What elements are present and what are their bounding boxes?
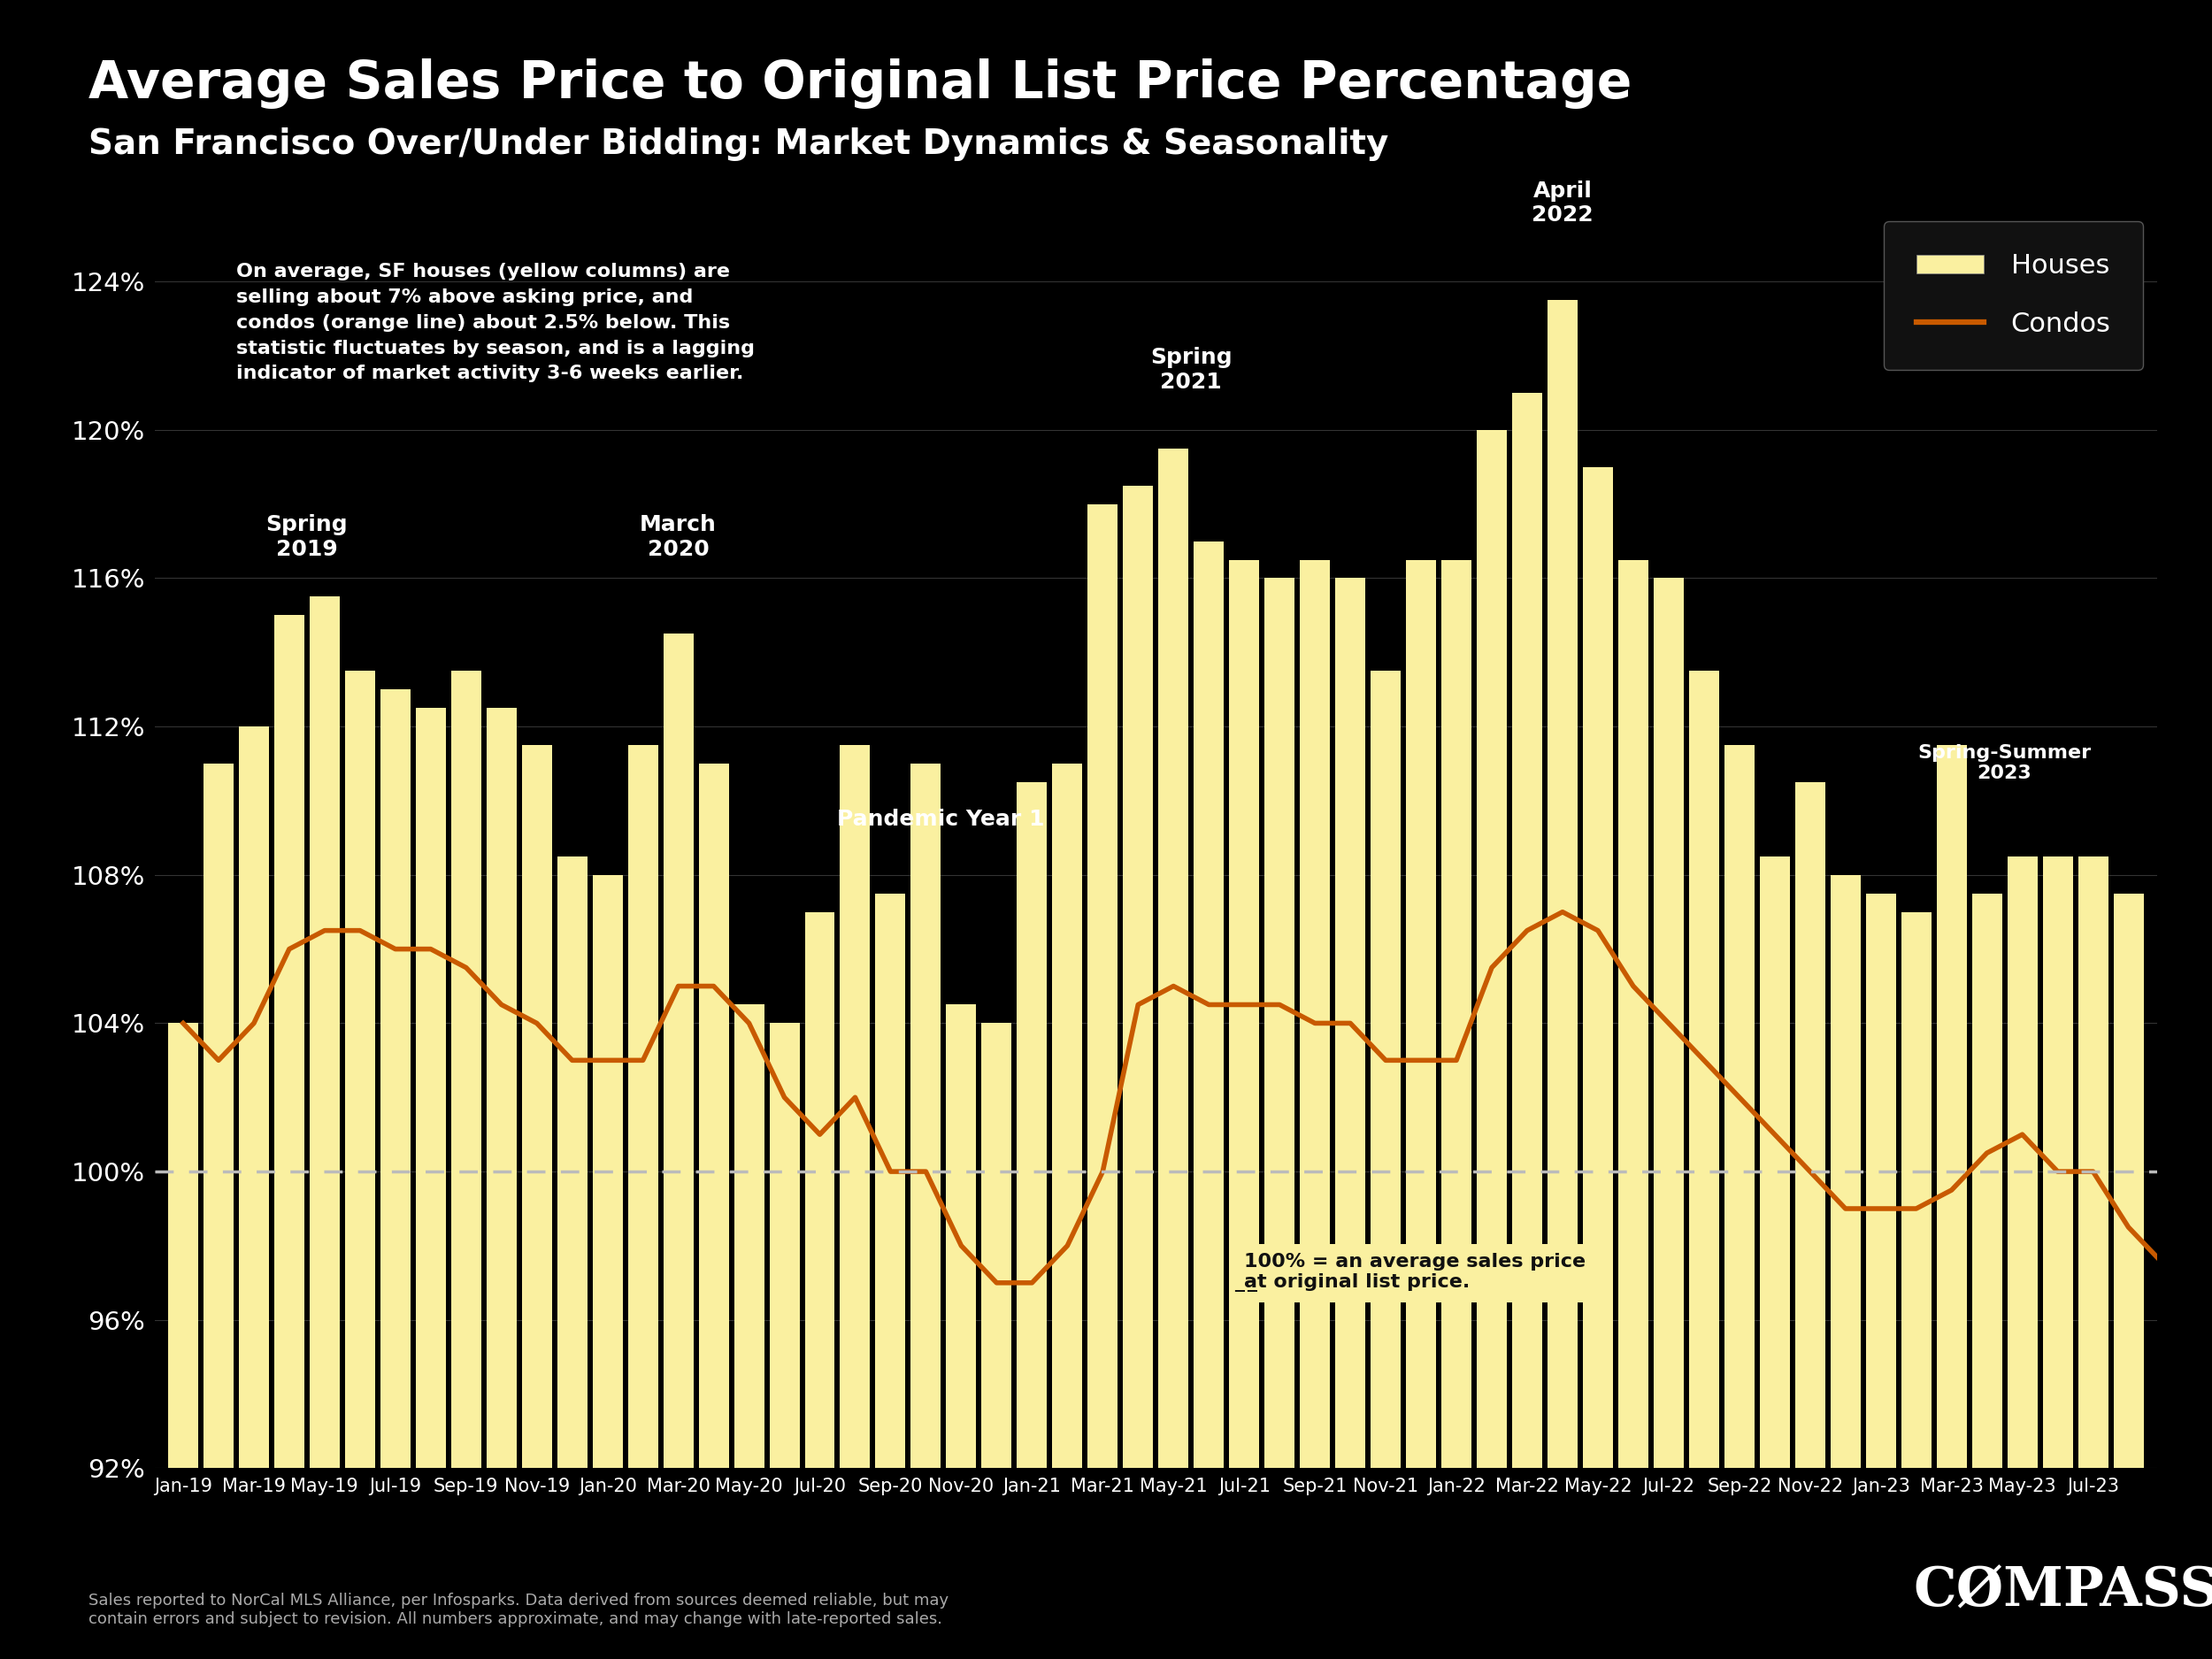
Bar bbox=[734, 1005, 763, 1659]
Text: Pandemic Year 1: Pandemic Year 1 bbox=[838, 808, 1044, 830]
Text: April
2022: April 2022 bbox=[1531, 181, 1593, 226]
Bar bbox=[805, 912, 834, 1659]
Bar bbox=[2042, 856, 2073, 1659]
Bar bbox=[2112, 894, 2143, 1659]
Bar bbox=[947, 1005, 975, 1659]
Bar bbox=[1336, 579, 1365, 1659]
Bar bbox=[664, 634, 692, 1659]
Text: CØMPASS: CØMPASS bbox=[1913, 1564, 2212, 1618]
Bar bbox=[522, 745, 551, 1659]
Text: Spring
2021: Spring 2021 bbox=[1150, 347, 1232, 393]
Bar bbox=[1301, 559, 1329, 1659]
Bar bbox=[557, 856, 586, 1659]
Bar bbox=[451, 670, 482, 1659]
Bar bbox=[1971, 894, 2002, 1659]
Text: Spring-Summer
2023: Spring-Summer 2023 bbox=[1918, 743, 2090, 781]
Text: Sales reported to NorCal MLS Alliance, per Infosparks. Data derived from sources: Sales reported to NorCal MLS Alliance, p… bbox=[88, 1593, 949, 1627]
Bar bbox=[1194, 541, 1223, 1659]
Legend: Houses, Condos: Houses, Condos bbox=[1885, 221, 2143, 370]
Bar bbox=[1865, 894, 1896, 1659]
Bar bbox=[1725, 745, 1754, 1659]
Bar bbox=[1584, 466, 1613, 1659]
Bar bbox=[274, 615, 305, 1659]
Bar bbox=[1018, 781, 1046, 1659]
Bar bbox=[1513, 393, 1542, 1659]
Bar bbox=[2006, 856, 2037, 1659]
Bar bbox=[345, 670, 376, 1659]
Bar bbox=[1407, 559, 1436, 1659]
Bar bbox=[841, 745, 869, 1659]
Bar bbox=[1442, 559, 1471, 1659]
Bar bbox=[1159, 448, 1188, 1659]
Bar bbox=[1478, 430, 1506, 1659]
Bar bbox=[982, 1024, 1011, 1659]
Bar bbox=[2077, 856, 2108, 1659]
Bar bbox=[1936, 745, 1966, 1659]
Text: Spring
2019: Spring 2019 bbox=[265, 514, 347, 559]
Bar bbox=[628, 745, 657, 1659]
Bar bbox=[1124, 486, 1152, 1659]
Bar bbox=[1371, 670, 1400, 1659]
Bar bbox=[239, 727, 270, 1659]
Bar bbox=[168, 1024, 199, 1659]
Bar bbox=[416, 708, 447, 1659]
Bar bbox=[1829, 874, 1860, 1659]
Text: 100% = an average sales price
̲a̲t original list price.: 100% = an average sales price ̲a̲t origi… bbox=[1243, 1253, 1586, 1292]
Text: Average Sales Price to Original List Price Percentage: Average Sales Price to Original List Pri… bbox=[88, 58, 1632, 108]
Bar bbox=[699, 763, 728, 1659]
Bar bbox=[1655, 579, 1683, 1659]
Bar bbox=[593, 874, 622, 1659]
Bar bbox=[1619, 559, 1648, 1659]
Bar bbox=[1230, 559, 1259, 1659]
Bar bbox=[1548, 300, 1577, 1659]
Bar bbox=[1761, 856, 1790, 1659]
Bar bbox=[1690, 670, 1719, 1659]
Bar bbox=[380, 690, 411, 1659]
Bar bbox=[487, 708, 515, 1659]
Text: On average, SF houses (yellow columns) are
selling about 7% above asking price, : On average, SF houses (yellow columns) a… bbox=[237, 264, 754, 383]
Bar bbox=[770, 1024, 799, 1659]
Bar bbox=[1088, 504, 1117, 1659]
Bar bbox=[911, 763, 940, 1659]
Bar bbox=[310, 597, 341, 1659]
Bar bbox=[204, 763, 234, 1659]
Bar bbox=[1053, 763, 1082, 1659]
Bar bbox=[1265, 579, 1294, 1659]
Bar bbox=[1796, 781, 1825, 1659]
Text: San Francisco Over/Under Bidding: Market Dynamics & Seasonality: San Francisco Over/Under Bidding: Market… bbox=[88, 128, 1389, 161]
Text: March
2020: March 2020 bbox=[639, 514, 717, 559]
Bar bbox=[876, 894, 905, 1659]
Bar bbox=[1900, 912, 1931, 1659]
